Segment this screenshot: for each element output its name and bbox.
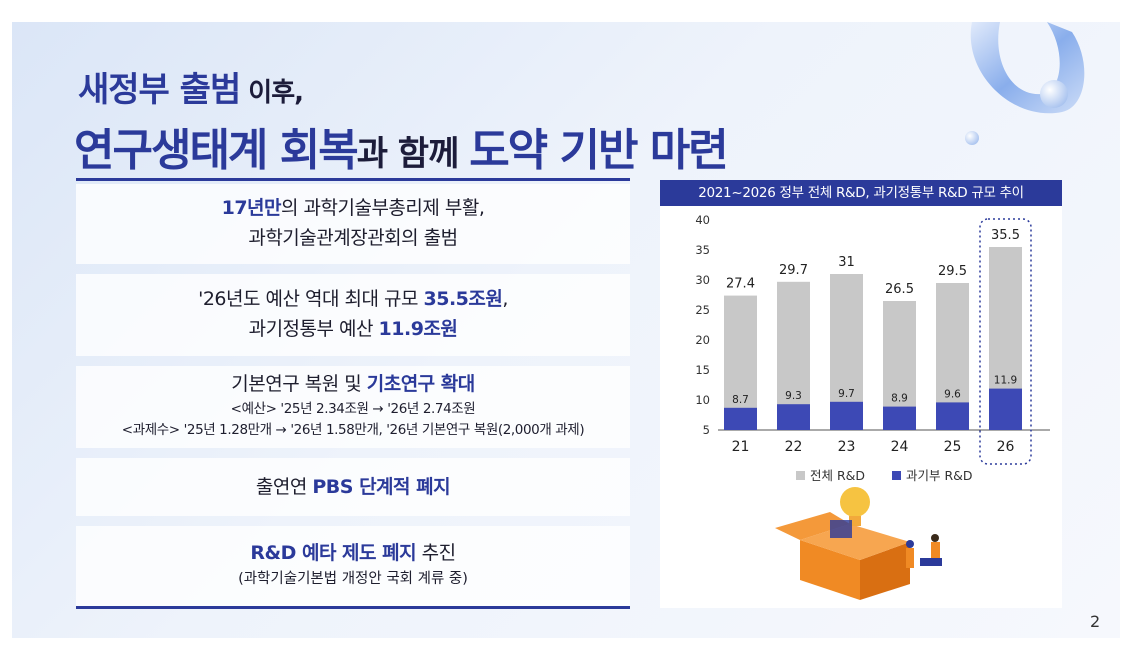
x-tick-label: 21 (732, 439, 750, 455)
box-science-minister: 17년만의 과학기술부총리제 부활, 과학기술관계장관회의 출범 (76, 184, 630, 264)
x-tick-label: 23 (838, 439, 856, 455)
bar-ministry-rd (936, 402, 969, 430)
y-tick-label: 25 (695, 303, 710, 317)
bar-ministry-rd (883, 406, 916, 430)
y-tick-label: 10 (695, 393, 710, 407)
box-basic-research: 기본연구 복원 및 기초연구 확대 <예산> '25년 2.34조원 → '26… (76, 366, 630, 448)
y-tick-label: 5 (703, 423, 710, 437)
x-tick-label: 22 (785, 439, 803, 455)
chart-title: 2021~2026 정부 전체 R&D, 과기정통부 R&D 규모 추이 (660, 180, 1062, 206)
title-line-1: 새정부 출범 이후, (78, 70, 304, 110)
x-tick-label: 24 (891, 439, 909, 455)
box-feasibility: R&D 예타 제도 폐지 추진 (과학기술기본법 개정안 국회 계류 중) (76, 526, 630, 606)
box-budget: '26년도 예산 역대 최대 규모 35.5조원, 과기정통부 예산 11.9조… (76, 274, 630, 356)
bar-total-rd (724, 295, 757, 430)
bar-ministry-rd (777, 404, 810, 430)
illustration-research-box (775, 487, 942, 600)
legend-swatch-total (796, 471, 805, 480)
data-label-ministry: 9.6 (944, 388, 961, 400)
bar-chart: 5 10 15 20 25 30 35 40 27.4 8.7 21 29.7 9.3 22 31 9.7 23… (695, 213, 1050, 483)
data-label-total: 27.4 (726, 277, 755, 292)
title-line-2: 연구생태계 회복과 함께 도약 기반 마련 (74, 125, 729, 176)
y-tick-label: 35 (695, 243, 710, 257)
bar-ministry-rd (989, 388, 1022, 430)
data-label-total: 26.5 (885, 282, 914, 297)
data-label-ministry: 11.9 (994, 375, 1017, 387)
x-tick-label: 26 (997, 439, 1015, 455)
data-label-total: 29.7 (779, 263, 808, 278)
data-label-total: 35.5 (991, 228, 1020, 243)
slide: 새정부 출범 이후, 연구생태계 회복과 함께 도약 기반 마련 17년만의 과… (12, 22, 1120, 638)
chart-panel: 2021~2026 정부 전체 R&D, 과기정통부 R&D 규모 추이 5 10… (660, 180, 1062, 608)
data-label-ministry: 9.3 (785, 390, 802, 402)
data-label-total: 29.5 (938, 264, 967, 279)
bar-ministry-rd (830, 401, 863, 430)
decorative-ring-graphic (965, 22, 1085, 145)
y-tick-label: 20 (695, 333, 710, 347)
data-label-total: 31 (838, 255, 855, 270)
box-pbs: 출연연 PBS 단계적 폐지 (76, 458, 630, 516)
data-label-ministry: 8.7 (732, 394, 749, 406)
legend-label-ministry: 과기부 R&D (906, 468, 973, 483)
data-label-ministry: 9.7 (838, 388, 855, 400)
divider-top (76, 178, 630, 181)
y-tick-label: 40 (695, 213, 710, 227)
legend-swatch-ministry (892, 471, 901, 480)
y-tick-label: 15 (695, 363, 710, 377)
page-number: 2 (1090, 612, 1101, 631)
y-tick-label: 30 (695, 273, 710, 287)
legend-label-total: 전체 R&D (810, 468, 865, 483)
highlight-frame-26 (979, 218, 1032, 465)
data-label-ministry: 8.9 (891, 393, 908, 405)
x-tick-label: 25 (944, 439, 962, 455)
divider-bottom (76, 606, 630, 609)
bar-ministry-rd (724, 407, 757, 430)
